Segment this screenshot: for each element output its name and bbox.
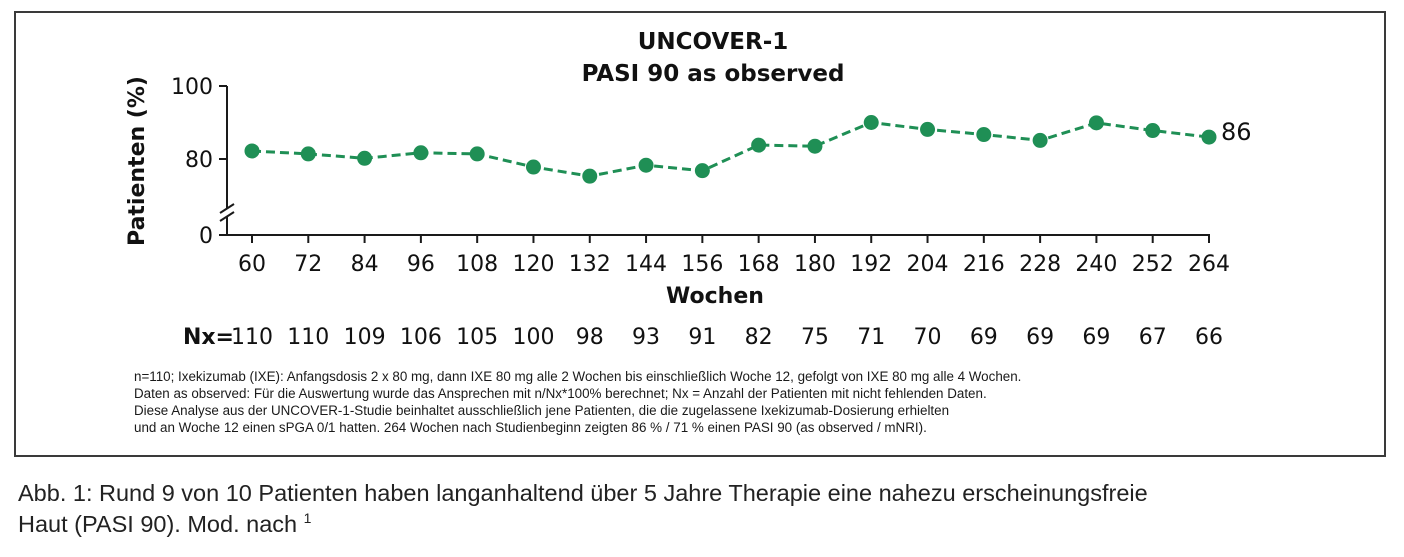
x-tick-label: 228 (1019, 252, 1061, 277)
nx-value: 91 (688, 325, 716, 350)
caption-line: Abb. 1: Rund 9 von 10 Patienten haben la… (18, 480, 1148, 506)
footnote-line: n=110; Ixekizumab (IXE): Anfangsdosis 2 … (134, 369, 1022, 384)
chart-title: UNCOVER-1 (638, 29, 789, 55)
caption-text: Haut (PASI 90). Mod. nach (18, 511, 298, 537)
caption-reference: 1 (303, 510, 312, 526)
data-point (807, 138, 823, 154)
nx-value: 110 (231, 325, 273, 350)
footnote-line: Daten as observed: Für die Auswertung wu… (134, 386, 987, 401)
caption-line: Haut (PASI 90). Mod. nach 1 (18, 509, 1388, 540)
x-tick-label: 120 (512, 252, 554, 277)
data-point (1145, 123, 1161, 139)
nx-value: 66 (1195, 325, 1223, 350)
x-axis-title: Wochen (666, 284, 764, 309)
end-value-label: 86 (1221, 118, 1252, 146)
nx-value: 75 (801, 325, 829, 350)
y-axis-break-mark (219, 203, 235, 214)
x-tick-label: 240 (1075, 252, 1117, 277)
y-axis-title: Patienten (%) (125, 76, 150, 246)
nx-value: 98 (576, 325, 604, 350)
data-point (638, 157, 654, 173)
data-point (751, 137, 767, 153)
x-tick-label: 264 (1188, 252, 1230, 277)
data-point (1032, 132, 1048, 148)
nx-value: 110 (287, 325, 329, 350)
series-line (251, 120, 1210, 178)
nx-value: 93 (632, 325, 660, 350)
line-chart: UNCOVER-1 PASI 90 as observed 0 80 100 Patien… (125, 29, 1252, 350)
x-tick-label: 72 (294, 252, 322, 277)
x-tick-label: 132 (569, 252, 611, 277)
nx-value: 69 (1026, 325, 1054, 350)
nx-value: 69 (1082, 325, 1110, 350)
nx-value: 109 (344, 325, 386, 350)
y-tick-label: 100 (171, 75, 213, 100)
data-point (976, 127, 992, 143)
x-tick-label: 156 (681, 252, 723, 277)
x-tick-label: 180 (794, 252, 836, 277)
x-tick-label: 96 (407, 252, 435, 277)
x-tick-label: 252 (1132, 252, 1174, 277)
footnotes: n=110; Ixekizumab (IXE): Anfangsdosis 2 … (134, 368, 1364, 436)
x-tick-label: 216 (963, 252, 1005, 277)
nx-prefix: Nx= (183, 325, 234, 350)
x-tick-label: 144 (625, 252, 667, 277)
data-point (525, 159, 541, 175)
data-point (1088, 115, 1104, 131)
x-tick-label: 60 (238, 252, 266, 277)
nx-value: 70 (914, 325, 942, 350)
data-point (469, 146, 485, 162)
x-tick-label: 192 (850, 252, 892, 277)
figure-panel: UNCOVER-1 PASI 90 as observed 0 80 100 Patien… (14, 11, 1386, 457)
nx-value: 69 (970, 325, 998, 350)
nx-value: 100 (512, 325, 554, 350)
data-point (920, 121, 936, 137)
figure-caption: Abb. 1: Rund 9 von 10 Patienten haben la… (18, 478, 1388, 540)
footnote-line: und an Woche 12 einen sPGA 0/1 hatten. 2… (134, 420, 927, 435)
x-tick-label: 168 (738, 252, 780, 277)
nx-value: 82 (745, 325, 773, 350)
data-point (1201, 129, 1217, 145)
y-tick-label: 80 (185, 148, 213, 173)
data-point (357, 150, 373, 166)
nx-value: 71 (857, 325, 885, 350)
nx-value: 67 (1139, 325, 1167, 350)
footnote-line: Diese Analyse aus der UNCOVER-1-Studie b… (134, 403, 950, 418)
y-axis-break-mark (219, 211, 235, 222)
data-point (582, 168, 598, 184)
data-point (300, 146, 316, 162)
x-tick-label: 108 (456, 252, 498, 277)
y-tick-label: 0 (199, 224, 213, 249)
x-tick-label: 84 (351, 252, 379, 277)
data-point (694, 163, 710, 179)
chart-subtitle: PASI 90 as observed (582, 61, 845, 87)
data-point (413, 145, 429, 161)
nx-value: 105 (456, 325, 498, 350)
data-point (863, 115, 879, 130)
nx-value: 106 (400, 325, 442, 350)
x-tick-label: 204 (907, 252, 949, 277)
data-point (244, 143, 260, 159)
